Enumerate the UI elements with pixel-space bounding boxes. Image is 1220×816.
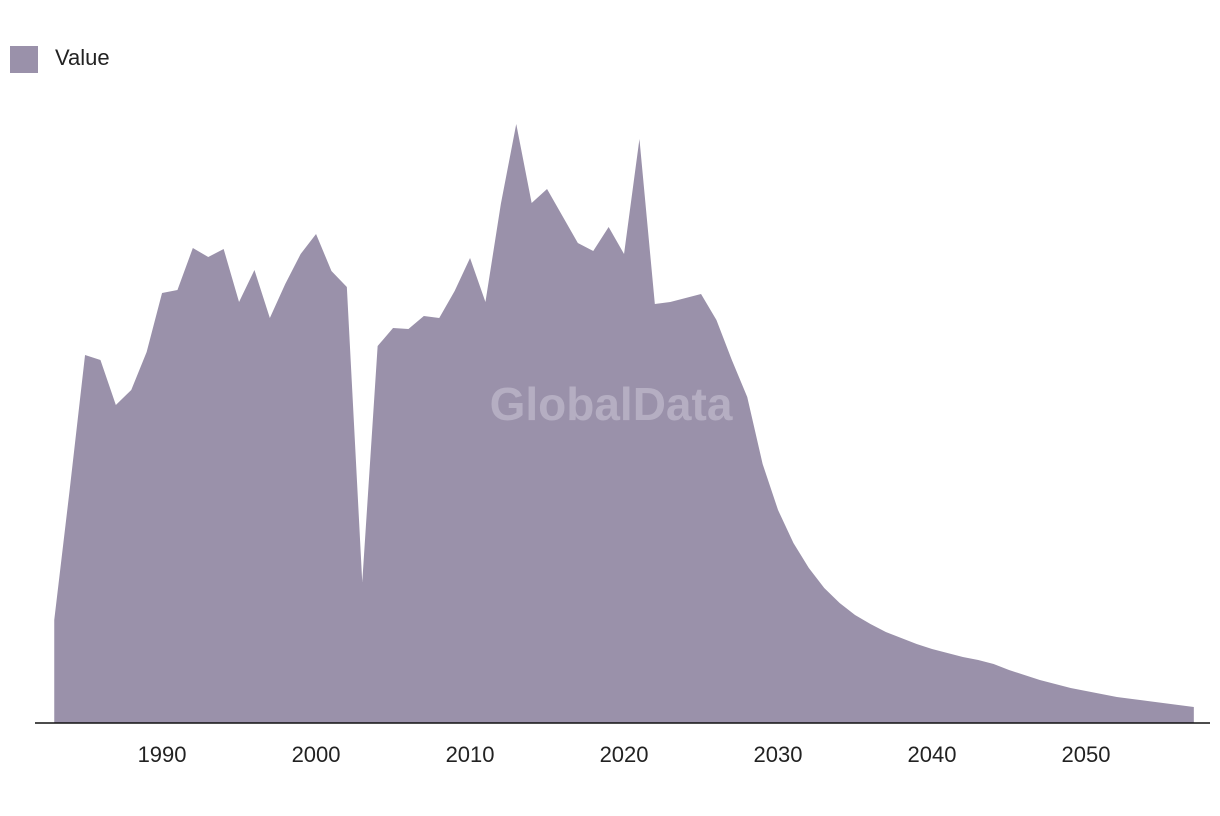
x-tick-label: 2040 <box>908 742 957 767</box>
x-tick-label: 2030 <box>754 742 803 767</box>
x-tick-label: 1990 <box>138 742 187 767</box>
x-tick-label: 2000 <box>292 742 341 767</box>
x-tick-label: 2020 <box>600 742 649 767</box>
x-tick-label: 2010 <box>446 742 495 767</box>
legend-label: Value <box>55 45 110 70</box>
legend-swatch <box>10 46 38 73</box>
x-tick-label: 2050 <box>1062 742 1111 767</box>
watermark: GlobalData <box>490 378 733 430</box>
area <box>54 124 1194 723</box>
